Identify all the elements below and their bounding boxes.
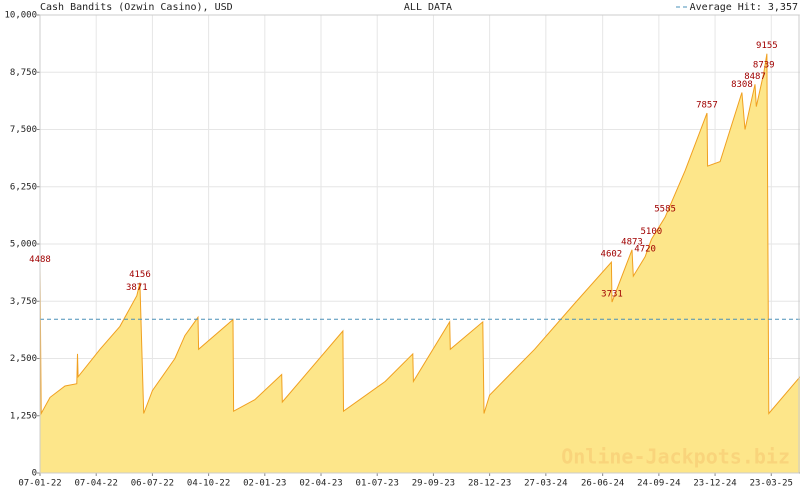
y-tick-label: 2,500 xyxy=(10,354,37,364)
x-tick-label: 29-09-23 xyxy=(412,479,455,489)
x-tick-label: 24-09-24 xyxy=(637,479,680,489)
value-label: 9155 xyxy=(756,41,778,51)
y-tick-label: 6,250 xyxy=(10,182,37,192)
value-label: 4156 xyxy=(129,270,151,280)
x-tick-label: 07-04-22 xyxy=(75,479,118,489)
value-label: 3731 xyxy=(601,290,623,300)
area xyxy=(40,53,800,473)
line xyxy=(39,53,800,416)
value-label: 4720 xyxy=(634,244,656,254)
value-label: 5585 xyxy=(654,205,676,215)
x-tick-label: 02-01-23 xyxy=(243,479,286,489)
x-tick-label: 26-06-24 xyxy=(581,479,624,489)
watermark: Online-Jackpots.biz xyxy=(561,445,790,469)
value-label: 4873 xyxy=(621,237,643,247)
value-label: 5100 xyxy=(641,227,663,237)
value-label: 4602 xyxy=(601,250,623,260)
x-tick-label: 27-03-24 xyxy=(524,479,567,489)
chart-subtitle: ALL DATA xyxy=(404,2,452,13)
chart-title: Cash Bandits (Ozwin Casino), USD xyxy=(40,2,233,13)
legend-label: Average Hit: 3,357 xyxy=(690,2,798,13)
x-tick-label: 04-10-22 xyxy=(187,479,230,489)
y-tick-label: 0 xyxy=(32,469,37,479)
value-label: 8739 xyxy=(753,60,775,70)
value-label: 8487 xyxy=(744,72,766,82)
y-tick-label: 10,000 xyxy=(4,11,37,21)
x-tick-label: 07-01-22 xyxy=(18,479,61,489)
y-tick-label: 8,750 xyxy=(10,68,37,78)
value-label: 8308 xyxy=(731,80,753,90)
x-tick-label: 06-07-22 xyxy=(131,479,174,489)
x-tick-label: 23-03-25 xyxy=(750,479,793,489)
y-tick-label: 5,000 xyxy=(10,240,37,250)
y-tick-label: 7,500 xyxy=(10,125,37,135)
value-label: 3871 xyxy=(126,283,148,293)
y-tick-label: 1,250 xyxy=(10,411,37,421)
x-tick-label: 02-04-23 xyxy=(299,479,342,489)
x-tick-label: 01-07-23 xyxy=(356,479,399,489)
y-tick-label: 3,750 xyxy=(10,297,37,307)
x-tick-label: 23-12-24 xyxy=(693,479,736,489)
plot-border xyxy=(39,14,800,474)
x-tick-label: 28-12-23 xyxy=(468,479,511,489)
value-label: 7857 xyxy=(696,101,718,111)
